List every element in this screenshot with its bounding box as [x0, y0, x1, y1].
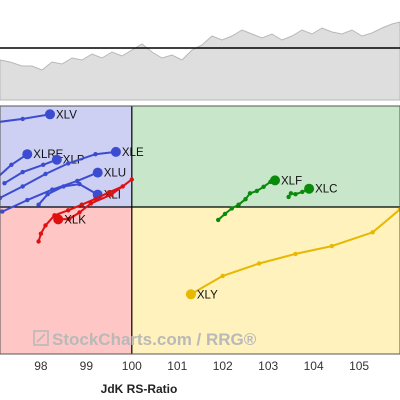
x-axis-title: JdK RS-Ratio	[101, 382, 178, 396]
x-tick-label-104: 104	[304, 359, 324, 373]
series-head-xlp	[51, 154, 62, 165]
x-tick-label-103: 103	[258, 359, 278, 373]
quadrant-lagging	[0, 207, 132, 354]
series-point-xlp-2	[41, 162, 46, 167]
series-point-xlc-2	[293, 192, 298, 197]
series-point-xli-3	[77, 181, 82, 187]
series-tail-xlp	[3, 158, 58, 185]
x-tick-label-102: 102	[213, 359, 233, 373]
series-xlf: XLF	[216, 175, 302, 223]
series-point-xlu-1	[25, 197, 30, 203]
watermark-logo	[33, 330, 49, 346]
x-tick-label-101: 101	[167, 359, 187, 373]
series-point-xlf-2	[229, 206, 234, 211]
series-point-xle-4	[93, 152, 98, 157]
series-head-xle	[110, 146, 121, 157]
series-point-xli-0	[36, 202, 41, 207]
series-point-xly-1	[370, 230, 375, 235]
series-label-xlk: XLK	[64, 214, 86, 226]
series-point-xlu-3	[75, 178, 80, 184]
series-point-xlc-3	[300, 189, 305, 195]
x-tick-label-105: 105	[349, 359, 369, 373]
series-point-xlf-0	[216, 217, 221, 223]
series-point-xlk-2	[43, 223, 48, 228]
series-head-xly	[185, 289, 196, 300]
series-point-xlc-0	[286, 194, 291, 200]
series-xly: XLY	[185, 207, 400, 301]
series-point-xlk-12	[77, 210, 82, 215]
series-point-xly-5	[220, 273, 225, 279]
watermark-text: StockCharts.com / RRG®	[52, 330, 257, 349]
series-point-xly-3	[293, 251, 298, 257]
series-xlc: XLC	[286, 183, 337, 200]
series-tail-xlf	[217, 179, 276, 221]
plot-border	[0, 105, 400, 355]
series-point-xlf-6	[254, 188, 259, 194]
series-tail-xle	[0, 150, 117, 199]
series-xlv: XLV	[0, 109, 77, 123]
series-label-xlf: XLF	[281, 175, 302, 187]
series-label-xle: XLE	[122, 147, 144, 159]
series-head-xlk	[53, 214, 64, 225]
series-head-xlc	[304, 183, 315, 194]
series-label-xlc: XLC	[315, 184, 337, 196]
series-point-xly-2	[329, 243, 334, 249]
series-head-xlv	[45, 109, 55, 120]
watermark-logo-mark	[36, 333, 46, 343]
series-point-xlk-13	[66, 216, 72, 222]
x-tick-label-100: 100	[122, 359, 142, 373]
series-point-xli-1	[45, 192, 50, 197]
series-layer: XLVXLREXLPXLEXLUXLIXLKXLFXLCXLY	[0, 109, 400, 301]
series-head-xlf	[270, 175, 280, 186]
series-point-xlk-10	[109, 192, 114, 197]
quadrant-improving	[0, 106, 132, 208]
series-point-xlv-1	[20, 116, 25, 122]
quadrant-leading	[131, 106, 400, 208]
series-label-xly: XLY	[197, 289, 218, 301]
series-head-xlre	[22, 149, 33, 160]
series-point-xle-0	[0, 195, 3, 201]
series-xle: XLE	[0, 146, 144, 201]
series-point-xlf-7	[261, 184, 266, 189]
series-point-xli-2	[61, 184, 66, 189]
series-point-xlk-1	[38, 231, 44, 236]
series-point-xlf-1	[222, 211, 228, 217]
watermark: StockCharts.com / RRG®	[33, 330, 257, 349]
x-tick-label-98: 98	[34, 359, 48, 373]
series-point-xlk-0	[36, 239, 41, 244]
series-point-xlk-6	[93, 196, 98, 201]
overview-strip	[0, 21, 400, 101]
series-point-xlu-0	[0, 209, 5, 214]
series-xlu: XLU	[0, 167, 126, 214]
series-point-xlk-11	[88, 201, 94, 206]
series-point-xle-3	[66, 161, 71, 166]
series-xlp: XLP	[2, 154, 85, 186]
series-point-xlp-1	[20, 169, 25, 175]
series-point-xly-0	[397, 207, 400, 212]
series-point-xlk-8	[120, 184, 125, 189]
x-axis-ticks: 98 99 100 101 102 103 104 105	[34, 359, 369, 373]
overview-area	[0, 21, 400, 101]
series-xlk: XLK	[36, 177, 134, 244]
series-point-xlk-9	[129, 177, 134, 182]
series-point-xlp-0	[2, 181, 7, 186]
series-point-xlk-5	[79, 202, 85, 207]
series-point-xlf-3	[236, 202, 241, 207]
series-point-xlf-4	[243, 197, 248, 202]
quadrant-weakening	[131, 207, 400, 354]
series-point-xle-1	[20, 184, 25, 189]
x-tick-label-99: 99	[80, 359, 94, 373]
series-point-xle-2	[43, 171, 48, 177]
series-label-xlv: XLV	[56, 109, 77, 121]
series-point-xlf-5	[247, 191, 253, 196]
series-point-xly-4	[256, 261, 262, 266]
series-head-xlu	[92, 167, 103, 178]
series-label-xlu: XLU	[104, 168, 126, 180]
series-point-xlre-1	[9, 162, 14, 167]
series-point-xlk-4	[66, 208, 71, 213]
series-point-xlc-1	[288, 191, 294, 196]
